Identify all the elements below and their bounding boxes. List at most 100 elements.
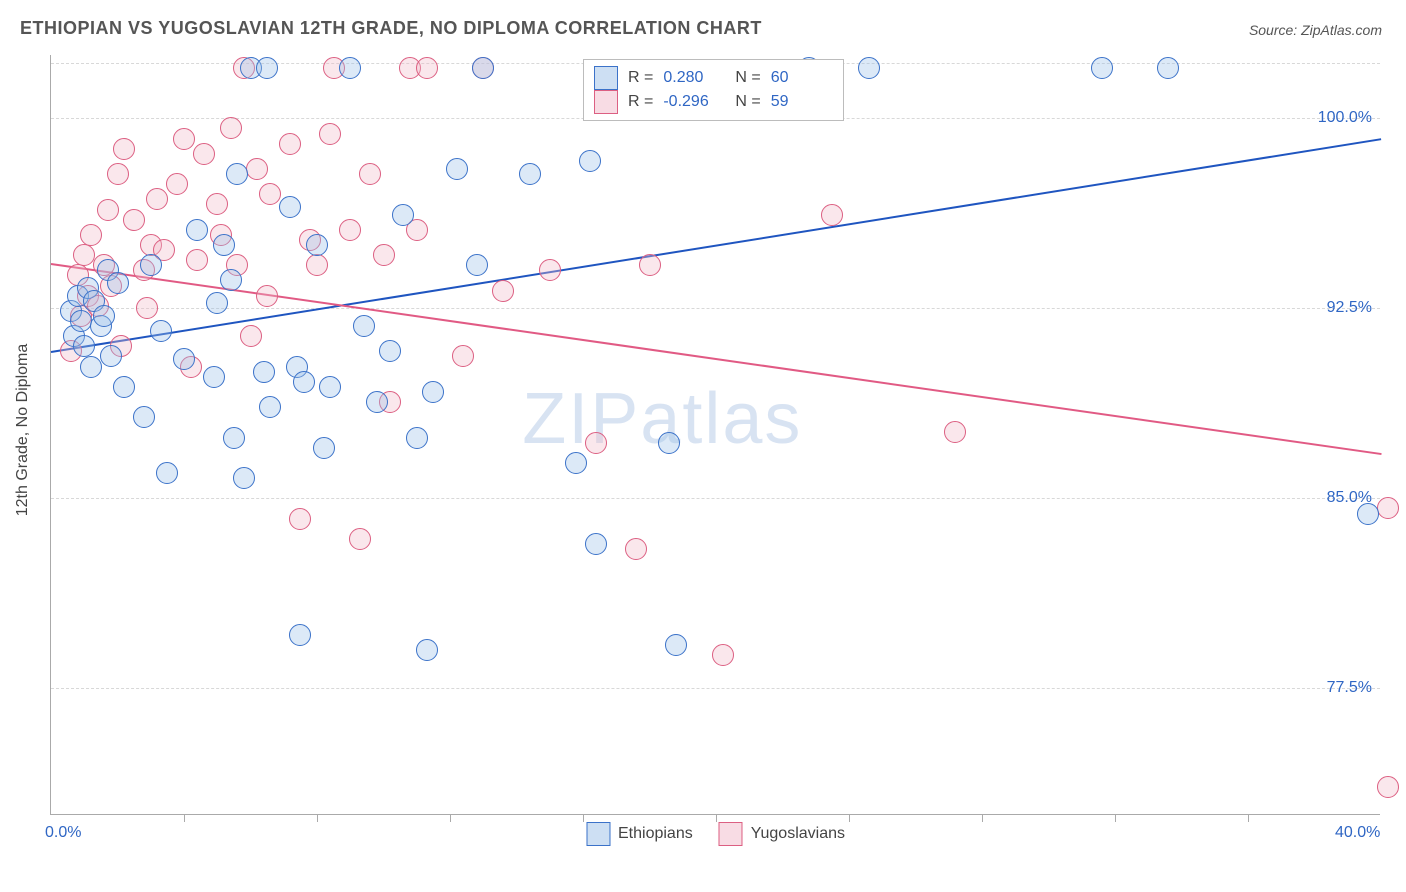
data-point	[233, 467, 255, 489]
data-point	[539, 259, 561, 281]
x-minor-tick	[450, 814, 451, 822]
data-point	[821, 204, 843, 226]
data-point	[220, 269, 242, 291]
x-minor-tick	[982, 814, 983, 822]
data-point	[206, 292, 228, 314]
legend-n-label: N =	[735, 93, 760, 111]
data-point	[858, 57, 880, 79]
data-point	[173, 348, 195, 370]
y-axis-title: 12th Grade, No Diploma	[14, 344, 32, 517]
x-minor-tick	[716, 814, 717, 822]
legend-swatch	[719, 822, 743, 846]
data-point	[339, 219, 361, 241]
legend-n-value: 60	[771, 69, 833, 87]
y-tick-label: 100.0%	[1318, 109, 1372, 127]
data-point	[406, 427, 428, 449]
data-point	[186, 249, 208, 271]
chart-title: ETHIOPIAN VS YUGOSLAVIAN 12TH GRADE, NO …	[20, 18, 762, 39]
data-point	[519, 163, 541, 185]
data-point	[259, 183, 281, 205]
data-point	[70, 310, 92, 332]
data-point	[107, 272, 129, 294]
stats-legend-row: R =0.280N =60	[594, 66, 833, 90]
data-point	[259, 396, 281, 418]
data-point	[452, 345, 474, 367]
data-point	[186, 219, 208, 241]
data-point	[416, 57, 438, 79]
data-point	[166, 173, 188, 195]
data-point	[306, 234, 328, 256]
data-point	[446, 158, 468, 180]
stats-legend: R =0.280N =60R =-0.296N =59	[583, 59, 844, 121]
gridline	[51, 308, 1380, 309]
data-point	[1377, 497, 1399, 519]
x-minor-tick	[1115, 814, 1116, 822]
data-point	[80, 356, 102, 378]
legend-swatch	[594, 90, 618, 114]
scatter-plot: ZIPatlas 77.5%85.0%92.5%100.0%0.0%40.0%R…	[50, 55, 1380, 815]
data-point	[1091, 57, 1113, 79]
series-name: Yugoslavians	[751, 825, 845, 843]
data-point	[306, 254, 328, 276]
legend-swatch	[586, 822, 610, 846]
legend-swatch	[594, 66, 618, 90]
data-point	[140, 254, 162, 276]
data-point	[226, 163, 248, 185]
data-point	[113, 376, 135, 398]
data-point	[246, 158, 268, 180]
series-name: Ethiopians	[618, 825, 693, 843]
data-point	[472, 57, 494, 79]
data-point	[422, 381, 444, 403]
data-point	[256, 285, 278, 307]
regression-line	[51, 263, 1381, 455]
data-point	[319, 123, 341, 145]
data-point	[359, 163, 381, 185]
x-tick-label: 0.0%	[45, 824, 81, 842]
data-point	[466, 254, 488, 276]
data-point	[293, 371, 315, 393]
x-minor-tick	[849, 814, 850, 822]
data-point	[220, 117, 242, 139]
data-point	[353, 315, 375, 337]
series-legend-item: Ethiopians	[586, 822, 693, 846]
data-point	[313, 437, 335, 459]
data-point	[123, 209, 145, 231]
data-point	[712, 644, 734, 666]
x-minor-tick	[1248, 814, 1249, 822]
data-point	[173, 128, 195, 150]
data-point	[133, 406, 155, 428]
data-point	[625, 538, 647, 560]
data-point	[1377, 776, 1399, 798]
data-point	[253, 361, 275, 383]
series-legend: Ethiopians Yugoslavians	[586, 822, 845, 846]
gridline	[51, 498, 1380, 499]
legend-r-value: 0.280	[663, 69, 725, 87]
data-point	[366, 391, 388, 413]
data-point	[97, 199, 119, 221]
stats-legend-row: R =-0.296N =59	[594, 90, 833, 114]
data-point	[289, 624, 311, 646]
legend-r-label: R =	[628, 93, 653, 111]
y-tick-label: 92.5%	[1327, 299, 1372, 317]
data-point	[156, 462, 178, 484]
data-point	[585, 533, 607, 555]
data-point	[289, 508, 311, 530]
data-point	[206, 193, 228, 215]
x-tick-label: 40.0%	[1335, 824, 1380, 842]
data-point	[349, 528, 371, 550]
legend-n-value: 59	[771, 93, 833, 111]
watermark-bold: ZIP	[522, 379, 640, 459]
data-point	[579, 150, 601, 172]
data-point	[223, 427, 245, 449]
data-point	[944, 421, 966, 443]
source-name: ZipAtlas.com	[1301, 22, 1382, 38]
data-point	[585, 432, 607, 454]
data-point	[203, 366, 225, 388]
data-point	[416, 639, 438, 661]
data-point	[107, 163, 129, 185]
data-point	[665, 634, 687, 656]
data-point	[240, 325, 262, 347]
data-point	[73, 335, 95, 357]
data-point	[100, 345, 122, 367]
gridline	[51, 688, 1380, 689]
